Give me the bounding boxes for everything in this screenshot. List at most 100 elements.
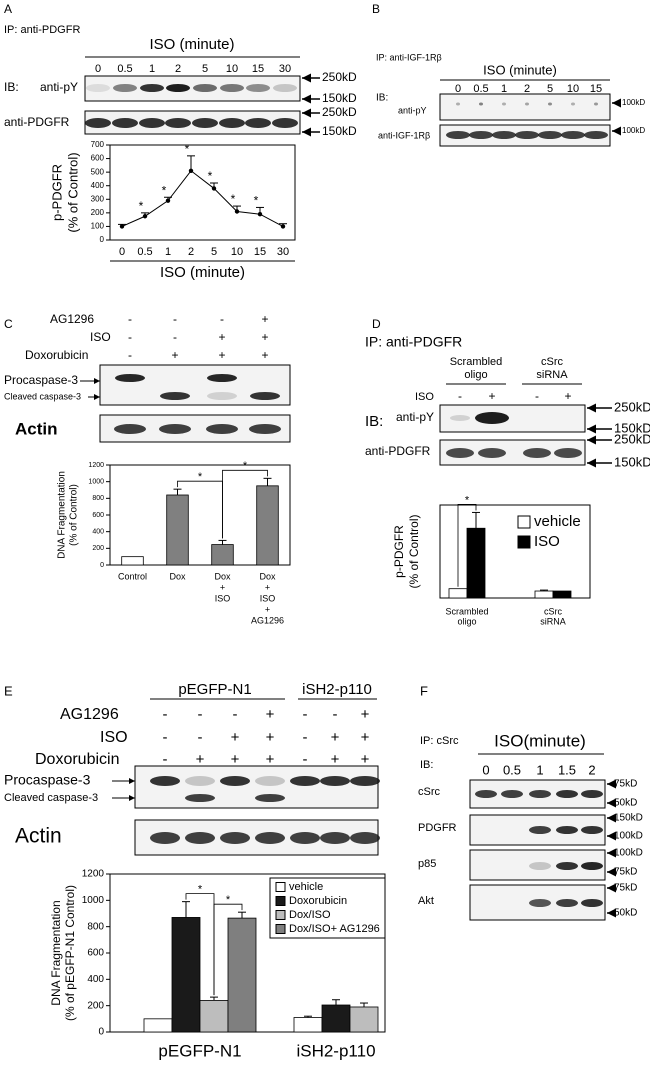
- size-marker: 150kD: [614, 420, 650, 435]
- band: [501, 790, 523, 798]
- data-point: [165, 198, 171, 203]
- plot-frame: [439, 504, 591, 599]
- band: [150, 776, 180, 786]
- panel-label: E: [4, 683, 13, 698]
- band: [159, 424, 191, 434]
- band: [165, 118, 191, 128]
- lane-label: 0: [455, 83, 461, 95]
- y-tick-label: 200: [92, 545, 104, 552]
- legend-swatch: [275, 882, 286, 892]
- band: [85, 118, 111, 128]
- y-tick-label: 600: [92, 512, 104, 519]
- y-axis-label: p-PDGFR: [49, 164, 64, 221]
- condition-sign: +: [231, 751, 240, 768]
- lane-label: 2: [588, 762, 595, 777]
- legend-swatch: [275, 924, 286, 934]
- band: [350, 776, 380, 786]
- blot-label: Procaspase-3: [4, 772, 91, 788]
- condition-sign: -: [163, 706, 168, 723]
- x-tick-label: 30: [277, 246, 289, 258]
- condition-sign: -: [303, 751, 308, 768]
- band: [245, 118, 271, 128]
- size-marker: 250kD: [322, 105, 357, 119]
- legend-box: [269, 877, 386, 939]
- band: [523, 448, 551, 458]
- size-marker: 150kD: [322, 124, 357, 138]
- band: [475, 790, 497, 798]
- band: [581, 790, 603, 798]
- condition-sign: +: [196, 751, 205, 768]
- x-tick-label: 2: [188, 246, 194, 258]
- lane-label: 10: [226, 63, 238, 75]
- legend-swatch: [517, 515, 531, 529]
- y-axis-label: DNA Fragmentation: [57, 471, 68, 559]
- blot-label: anti-PDGFR: [365, 444, 431, 458]
- lane-label: 2: [175, 63, 181, 75]
- size-marker: 250kD: [322, 70, 357, 84]
- blot-label: Procaspase-3: [4, 373, 78, 387]
- band: [113, 84, 137, 92]
- panel-label: F: [420, 683, 428, 698]
- condition-sign: -: [198, 729, 203, 746]
- band: [478, 448, 506, 458]
- bar: [143, 1018, 173, 1033]
- blot-label: Actin: [15, 419, 58, 438]
- ib-label: IB:: [420, 759, 433, 771]
- band: [515, 131, 539, 139]
- group-label: iSH2-p110: [302, 681, 372, 698]
- band: [350, 832, 380, 844]
- x-tick-label: 5: [211, 246, 217, 258]
- condition-sign: +: [261, 330, 268, 344]
- y-tick-label: 1000: [88, 479, 104, 486]
- condition-sign: -: [198, 706, 203, 723]
- condition-sign: +: [564, 389, 571, 403]
- band: [192, 118, 218, 128]
- condition-label: ISO: [90, 330, 111, 344]
- band: [554, 448, 582, 458]
- y-tick-label: 400: [92, 529, 104, 536]
- band: [456, 102, 460, 106]
- y-axis-label: DNA Fragmentation: [49, 900, 63, 1005]
- band: [207, 374, 237, 382]
- band: [492, 131, 516, 139]
- y-axis-label: (% of pEGFP-N1 Control): [63, 885, 77, 1021]
- band: [160, 392, 190, 400]
- size-marker: 100kD: [614, 848, 643, 859]
- size-marker: 250kD: [614, 431, 650, 446]
- panel-label: A: [4, 2, 12, 16]
- condition-sign: -: [220, 312, 224, 326]
- y-axis-label: (% of Control): [69, 484, 80, 546]
- y-tick-label: 0: [98, 1027, 104, 1038]
- legend-swatch: [275, 910, 286, 920]
- band: [320, 776, 350, 786]
- blot-label: anti-pY: [398, 105, 427, 115]
- condition-sign: -: [128, 330, 132, 344]
- band: [112, 118, 138, 128]
- band: [475, 412, 509, 424]
- lane-label: 0.5: [473, 83, 488, 95]
- data-point: [119, 224, 125, 229]
- condition-sign: +: [266, 706, 275, 723]
- size-marker: 50kD: [614, 798, 637, 809]
- condition-sign: -: [535, 389, 539, 403]
- band: [255, 794, 285, 802]
- bar: [448, 588, 468, 599]
- y-tick-label: 300: [91, 194, 105, 203]
- y-tick-label: 600: [87, 948, 104, 959]
- x-tick-label: +: [265, 582, 270, 592]
- data-point: [142, 214, 148, 219]
- bar: [256, 485, 279, 566]
- band: [207, 392, 237, 400]
- band: [139, 118, 165, 128]
- size-marker: 50kD: [614, 908, 637, 919]
- lane-label: 30: [279, 63, 291, 75]
- lane-label: 5: [202, 63, 208, 75]
- bar: [227, 917, 257, 1033]
- band: [86, 84, 110, 92]
- x-tick-label: ISO: [215, 593, 231, 603]
- y-tick-label: 400: [91, 181, 105, 190]
- band: [150, 832, 180, 844]
- band: [502, 102, 506, 106]
